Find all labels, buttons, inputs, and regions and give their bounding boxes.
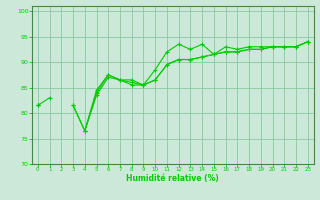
X-axis label: Humidité relative (%): Humidité relative (%) [126, 174, 219, 183]
